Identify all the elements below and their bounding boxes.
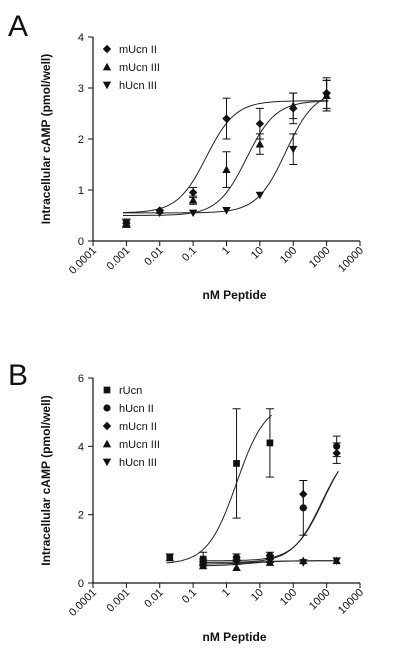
data-point	[289, 101, 298, 110]
panel-a: A 0.0001 0.001 0.01 0.1 1 10 100 1000 10000 0 1 2 3 4…	[8, 10, 366, 302]
y-tick-label: 2	[78, 134, 84, 146]
data-point	[122, 219, 131, 228]
x-tick-label: 1	[220, 245, 233, 258]
data-point	[299, 489, 308, 499]
x-tick-label: 0.01	[142, 587, 166, 611]
data-point	[188, 196, 198, 204]
x-tick-label: 10	[249, 245, 266, 262]
x-tick-label: 10000	[336, 587, 366, 617]
data-point	[232, 563, 241, 571]
data-point	[255, 139, 265, 148]
x-tick-label: 0.001	[105, 245, 133, 273]
legend-label: hUcn III	[119, 80, 157, 92]
data-point	[332, 557, 341, 565]
legend-marker	[102, 44, 112, 54]
data-point	[166, 554, 174, 561]
legend-label: mUcn II	[119, 421, 157, 433]
fit-curve	[166, 414, 272, 564]
x-tick-label: 10	[249, 587, 266, 604]
y-tick-label: 0	[78, 578, 84, 590]
legend-marker	[103, 404, 111, 412]
data-point	[265, 557, 275, 565]
data-point	[255, 191, 265, 200]
legend-label: hUcn II	[119, 403, 154, 415]
x-axis-title: nM Peptide	[202, 630, 266, 644]
data-point	[233, 460, 240, 467]
legend-marker	[102, 421, 112, 431]
x-tick-label: 0.01	[142, 245, 166, 269]
x-tick-label: 10000	[336, 245, 366, 275]
legend-label: hUcn III	[119, 457, 157, 469]
data-point	[188, 188, 198, 197]
x-tick-label: 0.001	[105, 587, 133, 615]
fit-curve	[199, 471, 339, 562]
y-tick-label: 6	[78, 373, 84, 385]
legend-marker	[103, 386, 111, 394]
x-tick-label: 1	[220, 587, 233, 600]
legend-label: mUcn III	[119, 439, 160, 451]
panel-b: B 0.0001 0.001 0.01 0.1 1 10 100 1000 10000 0 2 4 6 n…	[8, 359, 366, 644]
data-point	[299, 559, 308, 567]
data-point	[289, 145, 298, 154]
legend-label: mUcn III	[119, 62, 160, 74]
x-tick-label: 100	[278, 587, 299, 608]
x-tick-label: 1000	[307, 245, 333, 271]
data-point	[222, 114, 231, 123]
panel-letter-a: A	[8, 10, 28, 43]
x-tick-label: 0.1	[180, 245, 199, 264]
x-tick-label: 0.0001	[67, 587, 99, 619]
legend-label: rUcn	[119, 385, 142, 397]
fit-curve	[123, 96, 329, 214]
legend-marker	[102, 81, 112, 90]
data-point	[222, 207, 231, 215]
data-point	[266, 439, 274, 447]
legend-marker	[102, 62, 112, 71]
x-tick-label: 0.0001	[67, 245, 99, 277]
x-tick-label: 100	[278, 245, 299, 266]
legend-marker	[102, 458, 112, 467]
data-point	[322, 92, 331, 100]
y-tick-label: 0	[78, 236, 84, 248]
data-point	[198, 560, 208, 569]
data-point	[222, 165, 231, 173]
y-axis-title: Intracellular cAMP (pmol/well)	[39, 395, 53, 565]
data-point	[232, 559, 241, 567]
legend-marker	[102, 439, 112, 448]
data-point	[255, 119, 265, 128]
data-point	[188, 209, 198, 218]
data-point	[155, 209, 164, 218]
panel-letter-b: B	[8, 359, 28, 392]
y-tick-label: 3	[78, 83, 84, 95]
x-axis-title: nM Peptide	[202, 288, 266, 302]
data-point	[332, 448, 341, 458]
y-axis-title: Intracellular cAMP (pmol/well)	[39, 54, 53, 224]
y-tick-label: 2	[78, 510, 84, 522]
x-tick-label: 1000	[307, 587, 333, 613]
fit-curve	[199, 471, 339, 563]
y-tick-label: 4	[78, 32, 84, 44]
y-tick-label: 1	[78, 185, 84, 197]
y-tick-label: 4	[78, 441, 84, 453]
x-tick-label: 0.1	[180, 587, 199, 606]
legend-label: mUcn II	[119, 44, 157, 56]
